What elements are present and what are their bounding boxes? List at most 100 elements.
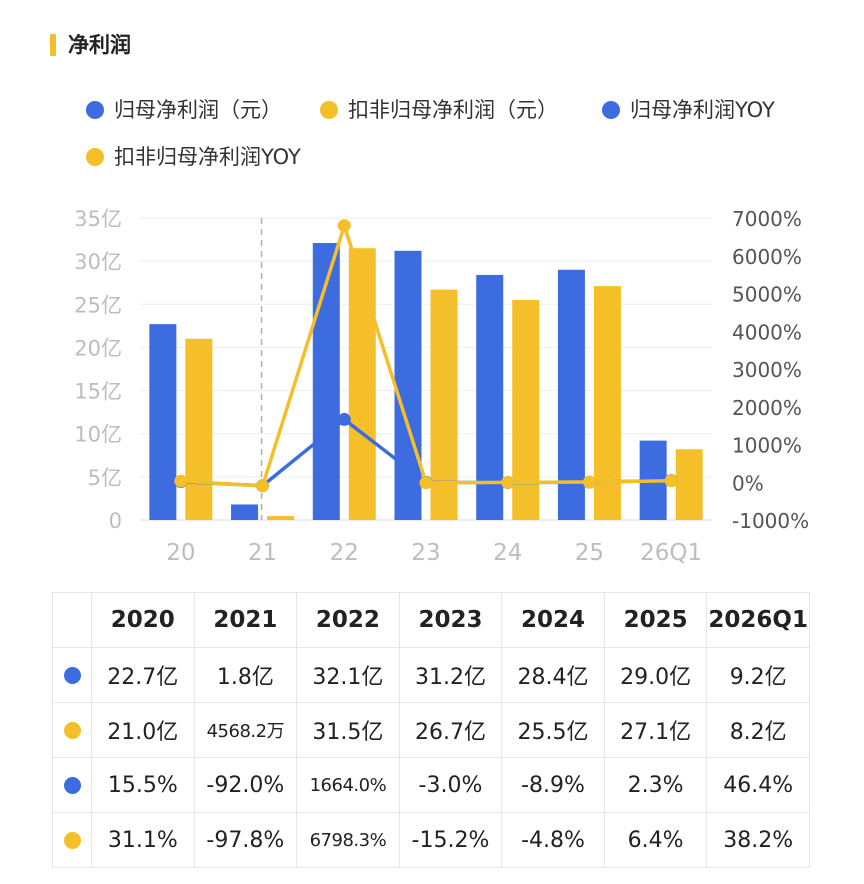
bar — [557, 269, 585, 520]
table-cell: 22.7亿 — [91, 647, 195, 703]
bar — [430, 289, 458, 520]
y-left-tick-label: 35亿 — [74, 207, 122, 231]
table-cell: 27.1亿 — [603, 702, 708, 758]
bar — [312, 243, 340, 520]
bar — [394, 250, 422, 520]
legend-item-deducted-net-profit-yoy[interactable]: 扣非归母净利润YOY — [86, 143, 301, 171]
table-cell: 31.5亿 — [296, 702, 400, 758]
table-cell: 31.1% — [91, 812, 195, 868]
dot-icon — [86, 148, 104, 166]
table-cell: 28.4亿 — [501, 647, 605, 703]
table-cell: 15.5% — [91, 757, 195, 813]
table-row: 22.7亿 1.8亿 32.1亿 31.2亿 28.4亿 29.0亿 9.2亿 — [52, 647, 810, 703]
table-cell: 6.4% — [603, 812, 708, 868]
page-title: 净利润 — [68, 33, 131, 57]
y-right-tick-label: 7000% — [732, 207, 802, 231]
x-tick-label: 23 — [411, 540, 440, 566]
table-cell: 46.4% — [706, 757, 810, 813]
y-left-tick-label: 25亿 — [74, 293, 122, 317]
dot-icon — [63, 832, 81, 849]
net-profit-chart: 0 5亿 10亿 15亿 20亿 25亿 30亿 35亿 -1000% 0% 1000% 2000% 3… — [74, 207, 809, 566]
table-cell: 38.2% — [706, 812, 810, 868]
legend-label: 扣非归母净利润（元） — [348, 98, 558, 122]
y-right-tick-label: 6000% — [732, 245, 802, 269]
x-tick-label: 26Q1 — [640, 540, 702, 566]
bar — [231, 504, 259, 520]
legend-label: 扣非归母净利润YOY — [114, 145, 301, 169]
dot-icon — [63, 777, 81, 794]
table-row: 21.0亿 4568.2万 31.5亿 26.7亿 25.5亿 27.1亿 8.… — [52, 702, 810, 758]
bar — [185, 338, 213, 520]
table-row: 15.5% -92.0% 1664.0% -3.0% -8.9% 2.3% 46… — [52, 757, 810, 813]
series-point — [501, 475, 515, 489]
dot-icon — [63, 722, 81, 739]
legend-label: 归母净利润（元） — [114, 98, 282, 122]
dot-icon — [63, 667, 81, 684]
table-cell: 9.2亿 — [706, 647, 810, 703]
legend-label: 归母净利润YOY — [630, 98, 775, 122]
table-cell: 29.0亿 — [603, 647, 708, 703]
table-header-cell: 2023 — [398, 592, 503, 648]
dot-icon — [320, 101, 338, 119]
x-tick-label: 25 — [575, 540, 604, 566]
row-color-cell — [52, 702, 92, 758]
table-corner-cell — [52, 592, 92, 648]
bar — [149, 324, 177, 520]
table-cell: -92.0% — [193, 757, 298, 813]
title-accent-bar — [50, 34, 56, 56]
table-cell: 26.7亿 — [398, 702, 503, 758]
table-cell: 1664.0% — [296, 757, 400, 813]
y-left-tick-label: 0 — [109, 509, 122, 533]
dot-icon — [602, 101, 620, 119]
table-header-cell: 2024 — [501, 592, 605, 648]
table-cell: 2.3% — [603, 757, 708, 813]
table-cell: -3.0% — [398, 757, 503, 813]
series-point — [419, 476, 433, 490]
table-header-row: 2020 2021 2022 2023 2024 2025 2026Q1 — [52, 592, 810, 648]
y-left-tick-label: 10亿 — [74, 423, 122, 447]
legend-item-deducted-net-profit[interactable]: 扣非归母净利润（元） — [320, 96, 558, 124]
legend-item-parent-net-profit[interactable]: 归母净利润（元） — [86, 96, 282, 124]
bar — [512, 299, 540, 520]
table-cell: 1.8亿 — [193, 647, 298, 703]
y-left-tick-label: 30亿 — [74, 250, 122, 274]
y-right-tick-label: 4000% — [732, 320, 802, 344]
table-cell: 25.5亿 — [501, 702, 605, 758]
table-header-cell: 2021 — [193, 592, 298, 648]
y-left-tick-label: 20亿 — [74, 336, 122, 360]
table-header-cell: 2026Q1 — [706, 592, 810, 648]
series-point — [582, 475, 596, 489]
x-tick-label: 22 — [330, 540, 359, 566]
row-color-cell — [52, 757, 92, 813]
bar — [476, 274, 504, 520]
y-right-tick-label: -1000% — [732, 509, 809, 533]
row-color-cell — [52, 812, 92, 868]
table-cell: 6798.3% — [296, 812, 400, 868]
bar — [267, 516, 295, 520]
y-right-tick-label: 0% — [732, 471, 764, 495]
data-table: 2020 2021 2022 2023 2024 2025 2026Q1 22.… — [52, 592, 810, 868]
x-tick-label: 24 — [493, 540, 522, 566]
table-cell: -4.8% — [501, 812, 605, 868]
y-right-tick-label: 5000% — [732, 283, 802, 307]
table-cell: -97.8% — [193, 812, 298, 868]
table-cell: 21.0亿 — [91, 702, 195, 758]
x-tick-label: 21 — [248, 540, 277, 566]
series-point — [256, 479, 270, 493]
bar — [348, 248, 376, 520]
y-right-tick-label: 2000% — [732, 396, 802, 420]
dot-icon — [86, 101, 104, 119]
table-cell: 31.2亿 — [398, 647, 503, 703]
table-cell: -8.9% — [501, 757, 605, 813]
y-left-tick-label: 5亿 — [88, 466, 122, 490]
series-point — [337, 219, 351, 233]
y-right-tick-label: 1000% — [732, 434, 802, 458]
series-point — [337, 412, 351, 426]
legend-item-parent-net-profit-yoy[interactable]: 归母净利润YOY — [602, 96, 775, 124]
x-tick-label: 20 — [166, 540, 195, 566]
table-header-cell: 2025 — [603, 592, 708, 648]
y-right-tick-label: 3000% — [732, 358, 802, 382]
table-cell: 8.2亿 — [706, 702, 810, 758]
table-header-cell: 2020 — [91, 592, 195, 648]
series-point — [664, 474, 678, 488]
